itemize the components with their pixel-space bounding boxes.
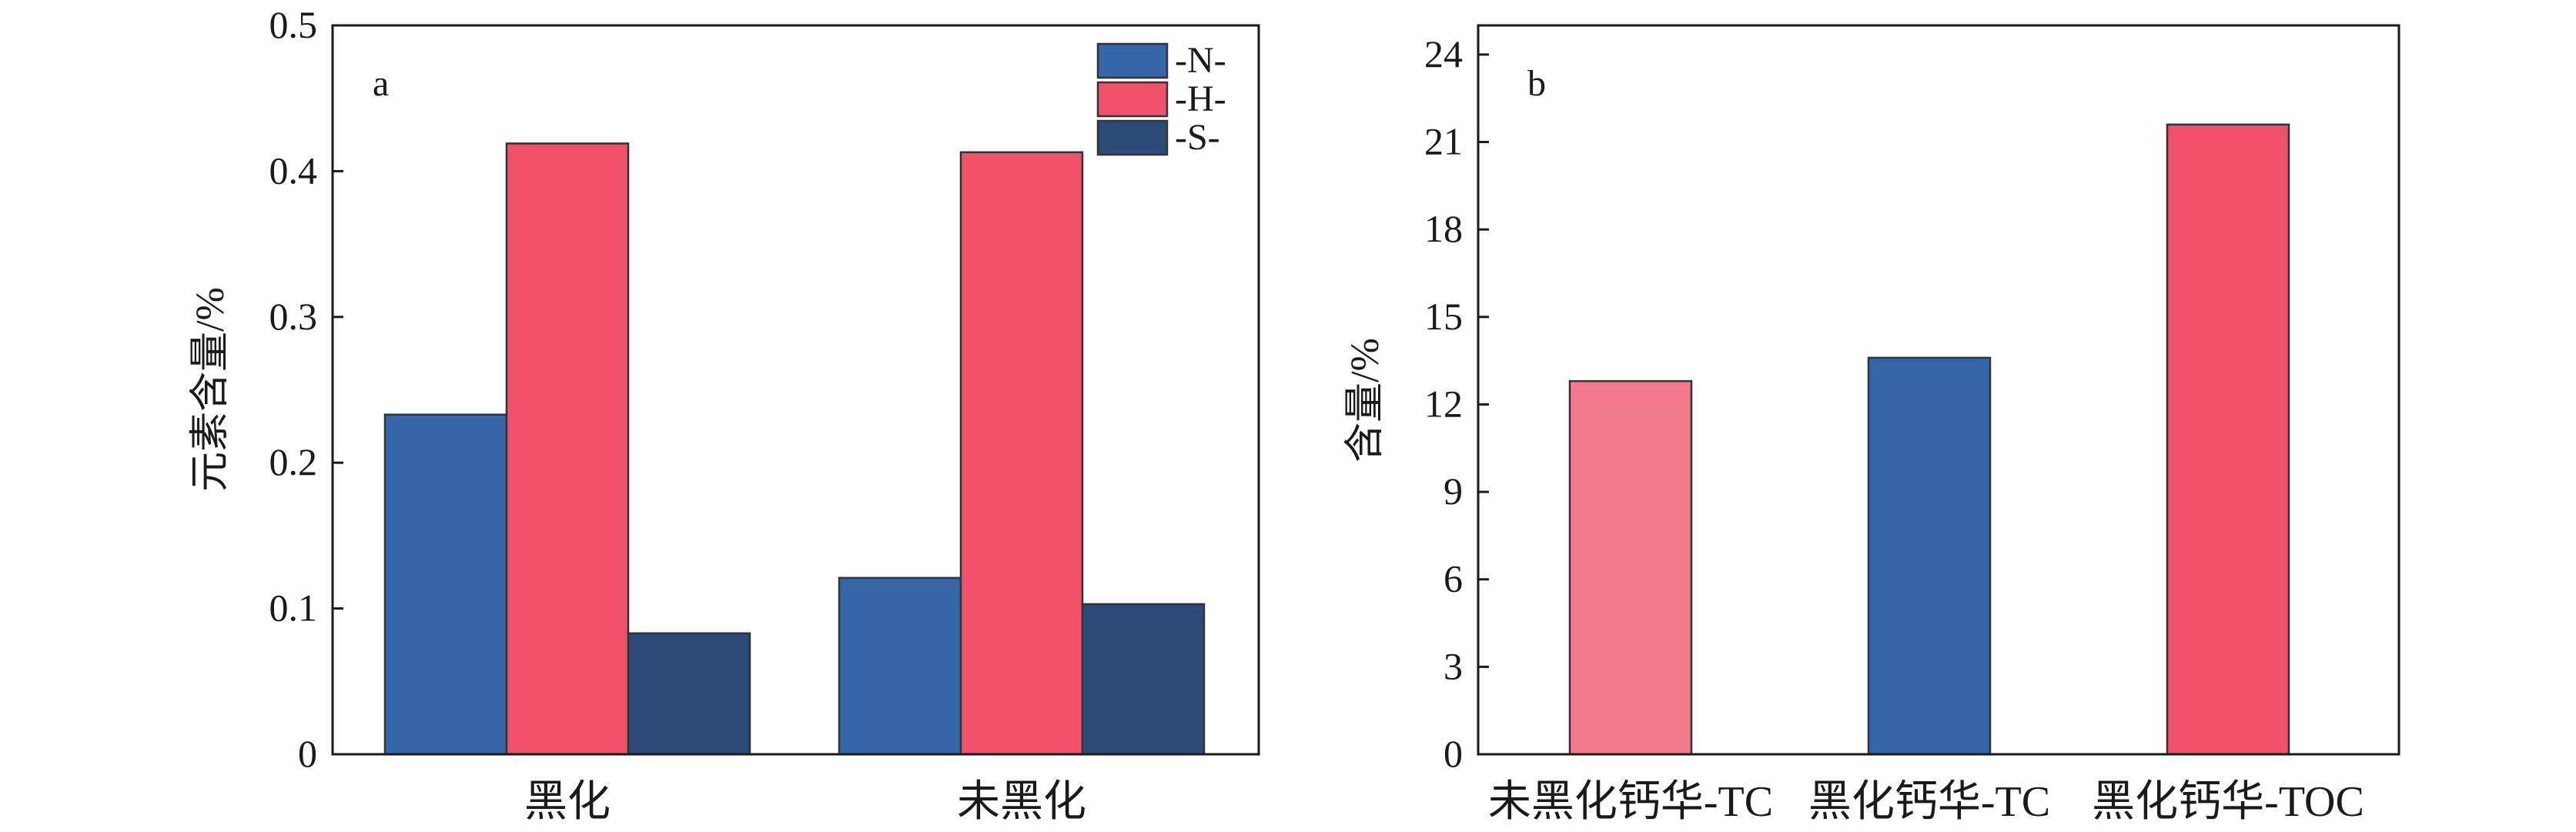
panel-b-y-tick-label: 15 xyxy=(1424,295,1463,338)
panel-a-legend: -N--H--S- xyxy=(1096,40,1226,158)
panel-a-chart: 0 0.1 0.2 0.3 0.4 0.5 黑化 未黑化 元素含量/% a -N--H--S… xyxy=(189,3,1260,826)
panel-a-y-tick-label: 0.4 xyxy=(269,149,318,192)
panel-a-x-category-label: 未黑化 xyxy=(957,778,1086,826)
panel-b-y-tick-label: 24 xyxy=(1424,32,1463,75)
panel-a-bar-s xyxy=(1081,603,1206,756)
panel-a-letter: a xyxy=(373,63,389,104)
panel-a-legend-swatch xyxy=(1096,42,1169,79)
panel-b-bars xyxy=(1568,123,2290,756)
panel-a-bar-s xyxy=(627,632,751,756)
panel-a-y-ticks: 0 0.1 0.2 0.3 0.4 0.5 xyxy=(269,3,343,775)
panel-a-legend-label: -H- xyxy=(1175,79,1226,119)
panel-a-bars xyxy=(383,142,1206,756)
panel-a-bar-n xyxy=(838,576,962,756)
panel-b-x-category-label: 未黑化钙华-TC xyxy=(1488,778,1773,826)
panel-b-x-category-label: 黑化钙华-TC xyxy=(1808,778,2050,826)
panel-b-y-axis-label: 含量/% xyxy=(1343,338,1387,463)
panel-a-bar-h xyxy=(505,142,630,756)
panel-a-y-tick-label: 0.2 xyxy=(269,440,318,483)
panel-a-y-tick-label: 0.3 xyxy=(269,295,318,338)
panel-a-legend-swatch xyxy=(1096,81,1169,118)
panel-a-bar-h xyxy=(959,151,1084,756)
panel-b-bar xyxy=(2166,123,2290,756)
panel-a-legend-label: -S- xyxy=(1175,117,1220,158)
panel-a-frame xyxy=(331,24,1260,756)
panel-b-bar xyxy=(1568,379,1693,756)
panel-b-y-tick-label: 0 xyxy=(1444,732,1463,775)
panel-a-y-axis-label: 元素含量/% xyxy=(189,287,233,492)
panel-b-x-category-label: 黑化钙华-TOC xyxy=(2092,778,2364,826)
panel-a-y-tick-label: 0.5 xyxy=(269,3,318,46)
panel-b-y-tick-label: 6 xyxy=(1444,557,1463,600)
panel-b-y-tick-label: 12 xyxy=(1424,382,1463,425)
panel-b-bar xyxy=(1867,356,1992,756)
panel-b-letter: b xyxy=(1527,63,1546,104)
panel-a-y-tick-label: 0 xyxy=(298,732,317,775)
panel-b-y-tick-label: 3 xyxy=(1444,644,1463,687)
panel-b-frame xyxy=(1477,24,2400,756)
panel-a-x-category-label: 黑化 xyxy=(524,778,611,826)
panel-b-x-categories: 未黑化钙华-TC 黑化钙华-TC 黑化钙华-TOC xyxy=(1488,778,2364,826)
panel-a-y-tick-label: 0.1 xyxy=(269,586,318,630)
panel-a-legend-label: -N- xyxy=(1175,40,1226,81)
panel-a-legend-swatch xyxy=(1096,119,1169,156)
panel-b-y-tick-label: 21 xyxy=(1424,120,1463,163)
panel-b-y-ticks: 0 3 6 9 12 15 18 21 24 xyxy=(1424,32,1489,775)
panel-b-chart: 0 3 6 9 12 15 18 21 24 未黑化钙华-TC 黑化钙华-TC 黑化钙华-TOC 含… xyxy=(1343,24,2400,826)
panel-b-y-tick-label: 9 xyxy=(1444,469,1463,513)
panel-a-bar-n xyxy=(383,413,508,756)
panel-a-x-categories: 黑化 未黑化 xyxy=(524,778,1086,826)
panel-b-y-tick-label: 18 xyxy=(1424,207,1463,250)
